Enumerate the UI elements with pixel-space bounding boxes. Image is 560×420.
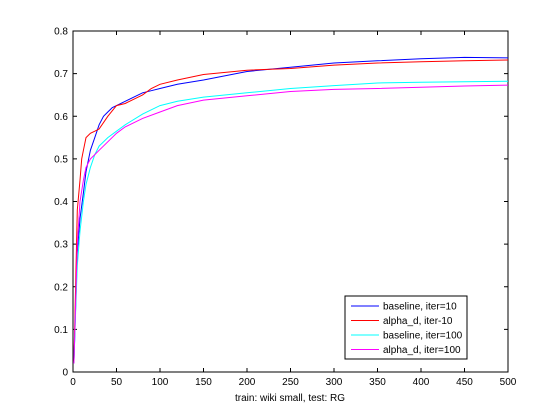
x-tick-label: 50 — [111, 377, 123, 388]
x-axis-label: train: wiki small, test: RG — [235, 393, 345, 404]
y-tick-label: 0.4 — [54, 197, 68, 208]
y-tick-label: 0.5 — [54, 154, 68, 165]
y-tick-label: 0.1 — [54, 325, 68, 336]
axis-ticks: 0 50 100 150 200 250 300 350 400 450 500 0 0.1 0.2 0.3… — [54, 27, 517, 389]
y-tick-label: 0.2 — [54, 282, 68, 293]
legend-label-2: alpha_d, iter-10 — [383, 316, 453, 327]
y-tick-label: 0.8 — [54, 27, 68, 38]
legend-label-3: baseline, iter=100 — [383, 331, 463, 342]
x-tick-label: 250 — [282, 377, 299, 388]
series-line-2 — [73, 59, 509, 364]
y-tick-label: 0.6 — [54, 112, 68, 123]
x-tick-label: 100 — [152, 377, 169, 388]
legend-label-1: baseline, iter=10 — [383, 302, 457, 313]
x-tick-label: 400 — [413, 377, 430, 388]
x-tick-label: 200 — [239, 377, 256, 388]
series-lines — [73, 56, 509, 364]
x-tick-label: 500 — [500, 377, 517, 388]
x-tick-label: 300 — [326, 377, 343, 388]
y-tick-label: 0.7 — [54, 69, 68, 80]
series-line-4 — [73, 84, 509, 364]
x-tick-label: 350 — [369, 377, 386, 388]
y-tick-label: 0.3 — [54, 240, 68, 251]
x-tick-label: 450 — [456, 377, 473, 388]
series-line-1 — [73, 56, 509, 364]
legend-label-4: alpha_d, iter=100 — [383, 345, 461, 356]
y-tick-label: 0 — [62, 368, 68, 379]
x-tick-label: 0 — [70, 377, 76, 388]
series-line-3 — [73, 80, 509, 364]
legend: baseline, iter=10 alpha_d, iter-10 baselin… — [344, 295, 468, 360]
x-tick-label: 150 — [195, 377, 212, 388]
